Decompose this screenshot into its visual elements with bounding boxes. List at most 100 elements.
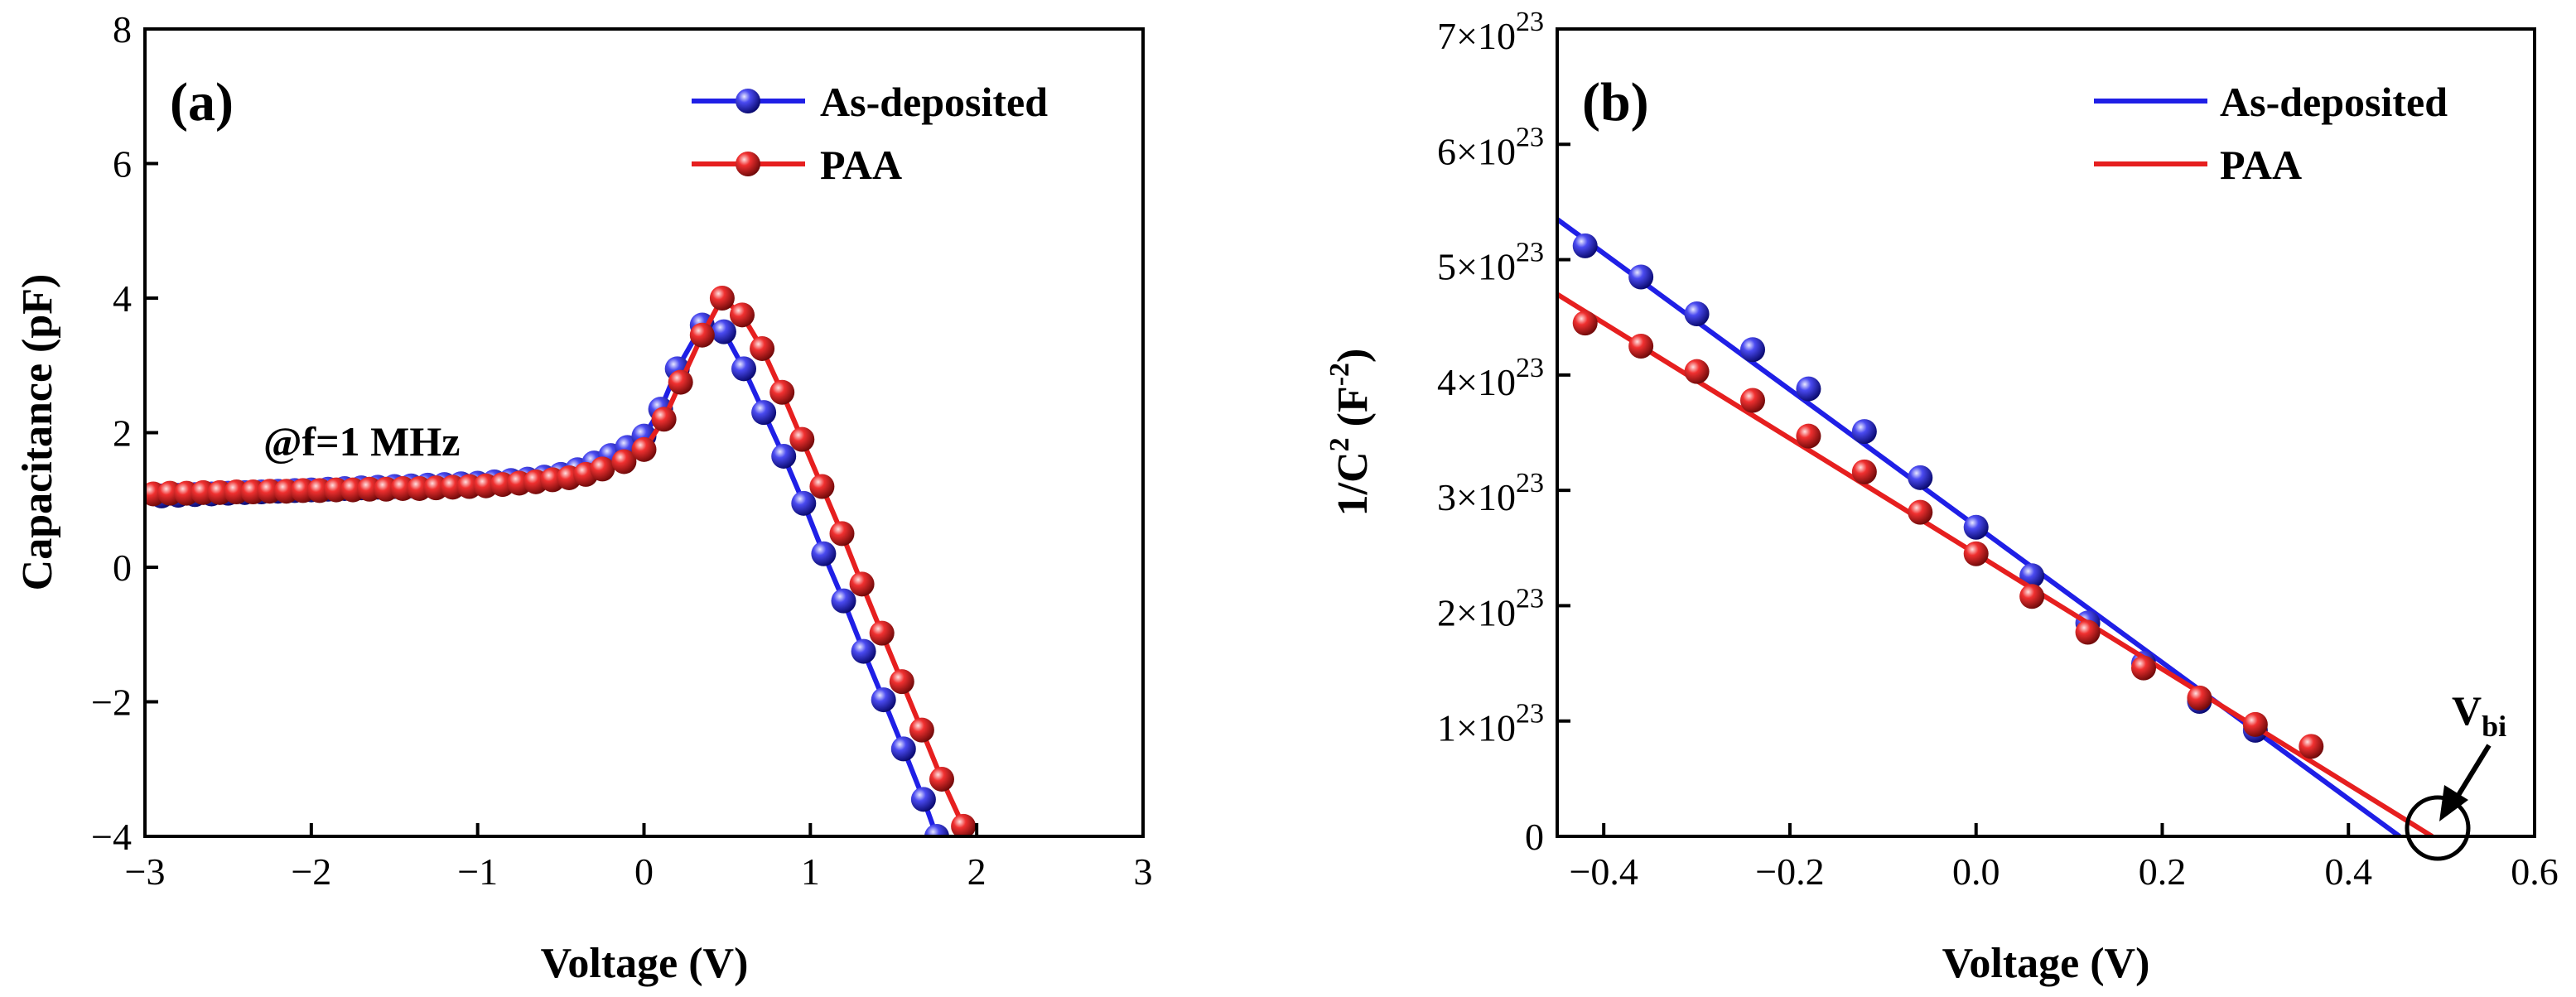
chart-a-ytick-label: 8: [113, 8, 132, 51]
chart-b-fit-line-paa: [1557, 291, 2434, 836]
chart-b-ylabel: 1/C2 (F-2): [1324, 349, 1377, 517]
chart-b-point-paa: [2187, 685, 2212, 710]
chart-a-annotation: @f=1 MHz: [263, 418, 460, 465]
chart-b-point-as-deposited: [1684, 301, 1710, 327]
chart-a-point-paa: [951, 813, 977, 836]
chart-b-ytick-label: 0: [1525, 816, 1544, 858]
chart-b-xtick-label: 0.4: [2324, 850, 2372, 893]
chart-a-point-paa: [869, 620, 895, 646]
chart-a-ytick-label: 2: [113, 412, 132, 455]
chart-b-point-paa: [2242, 711, 2268, 737]
chart-a-xtick-label: 3: [1134, 850, 1153, 893]
chart-b-point-paa: [1963, 541, 1989, 566]
chart-a-series-line-as-deposited: [161, 321, 939, 836]
chart-b-point-as-deposited: [1851, 419, 1877, 445]
chart-b-point-paa: [2075, 619, 2101, 645]
chart-a-ytick-label: 0: [113, 547, 132, 589]
legend-a-marker-paa: [736, 152, 760, 176]
chart-b-point-paa: [1684, 359, 1710, 384]
chart-a-point-paa: [709, 286, 735, 311]
chart-a-point-paa: [689, 322, 715, 348]
legend-a-label-paa: PAA: [820, 142, 902, 188]
chart-b-vbi-annotation: Vbi: [2405, 687, 2506, 861]
chart-a-legend: As-deposited PAA: [692, 79, 1048, 188]
chart-b-point-paa: [1908, 499, 1933, 525]
chart-b-xlabel: Voltage (V): [1942, 940, 2150, 987]
chart-a-point-paa: [769, 379, 795, 405]
chart-a-point-as-deposited: [910, 787, 936, 812]
chart-a-ylabel: Capacitance (pF): [14, 274, 61, 591]
chart-b-ytick-label: 5×1023: [1437, 238, 1544, 288]
chart-a-point-paa: [929, 766, 954, 792]
chart-b-ytick-label: 2×1023: [1437, 583, 1544, 633]
chart-a-xtick-label: 2: [967, 850, 987, 893]
chart-b-point-paa: [1628, 334, 1654, 359]
vbi-arrow-head: [2439, 785, 2468, 821]
chart-panel-b: −0.4 −0.2 0.0 0.2 0.4 0.6 0 1×1023 2×1023 3×1023 4…: [1324, 7, 2559, 987]
chart-panel-a: −3 −2 −1 0 1 2 3 −4 −2 0 2 4 6 8 (a) @f=1 MHz Voltage…: [14, 8, 1153, 987]
chart-b-ytick-label: 6×1023: [1437, 122, 1544, 172]
chart-a-point-as-deposited: [811, 541, 837, 566]
chart-a-xtick-label: −3: [125, 850, 166, 893]
chart-a-ytick-label: 6: [113, 143, 132, 185]
chart-a-ticks: −3 −2 −1 0 1 2 3 −4 −2 0 2 4 6 8: [91, 8, 1152, 893]
chart-b-point-paa: [2019, 584, 2045, 609]
legend-b-label-paa: PAA: [2220, 142, 2302, 188]
chart-a-panel-label: (a): [170, 72, 234, 132]
chart-b-xtick-label: 0.2: [2139, 850, 2187, 893]
chart-b-xtick-label: −0.2: [1755, 850, 1824, 893]
chart-b-point-as-deposited: [1628, 264, 1654, 290]
chart-b-point-as-deposited: [1740, 337, 1765, 363]
chart-b-point-as-deposited: [1572, 233, 1598, 258]
chart-b-xtick-label: 0.0: [1952, 850, 2000, 893]
chart-a-point-paa: [829, 521, 855, 547]
chart-a-point-paa: [809, 474, 835, 499]
chart-a-point-as-deposited: [890, 736, 916, 762]
chart-b-frame: [1556, 27, 2536, 838]
chart-b-ytick-label: 3×1023: [1437, 468, 1544, 518]
chart-b-ticks: −0.4 −0.2 0.0 0.2 0.4 0.6 0 1×1023 2×1023 3×1023 4…: [1437, 7, 2559, 893]
chart-a-point-paa: [789, 426, 815, 452]
chart-a-xtick-label: −2: [291, 850, 331, 893]
vbi-arrow-line: [2451, 744, 2492, 805]
chart-a-point-as-deposited: [924, 824, 949, 836]
chart-a-point-paa: [750, 335, 775, 361]
chart-b-point-as-deposited: [1963, 514, 1989, 540]
chart-a-point-as-deposited: [771, 443, 797, 469]
chart-a-point-paa: [909, 717, 934, 743]
chart-a-point-as-deposited: [731, 356, 756, 382]
chart-b-legend: As-deposited PAA: [2094, 79, 2448, 188]
chart-a-point-as-deposited: [831, 588, 856, 614]
chart-b-point-paa: [1851, 459, 1877, 484]
chart-b-ytick-label: 7×1023: [1437, 7, 1544, 57]
chart-a-point-paa: [849, 571, 875, 597]
chart-a-ytick-label: −4: [91, 816, 132, 858]
chart-b-xtick-label: −0.4: [1569, 850, 1638, 893]
chart-b-point-paa: [1740, 388, 1765, 413]
chart-b-point-paa: [2131, 655, 2156, 681]
chart-a-point-as-deposited: [711, 319, 736, 344]
chart-b-point-as-deposited: [1796, 376, 1821, 402]
vbi-label: Vbi: [2452, 687, 2506, 743]
chart-b-point-paa: [1796, 423, 1821, 449]
chart-a-plot-area: [145, 286, 977, 836]
chart-a-point-paa: [651, 407, 677, 432]
chart-b-plot-area: [1557, 217, 2434, 836]
chart-a-point-as-deposited: [871, 687, 896, 713]
chart-b-xtick-label: 0.6: [2511, 850, 2559, 893]
chart-a-point-paa: [889, 669, 914, 695]
chart-b-panel-label: (b): [1582, 72, 1649, 132]
vbi-circle: [2405, 795, 2471, 861]
chart-a-ytick-label: −2: [91, 682, 132, 724]
chart-a-point-as-deposited: [851, 638, 876, 664]
chart-a-xtick-label: 0: [634, 850, 654, 893]
chart-a-ytick-label: 4: [113, 277, 132, 320]
chart-a-point-paa: [729, 302, 755, 328]
legend-a-marker-as-deposited: [736, 89, 760, 113]
chart-b-point-paa: [2299, 734, 2324, 759]
legend-b-label-as-deposited: As-deposited: [2220, 79, 2448, 125]
chart-a-xtick-label: −1: [457, 850, 498, 893]
chart-b-ytick-label: 1×1023: [1437, 699, 1544, 749]
chart-a-xtick-label: 1: [801, 850, 820, 893]
